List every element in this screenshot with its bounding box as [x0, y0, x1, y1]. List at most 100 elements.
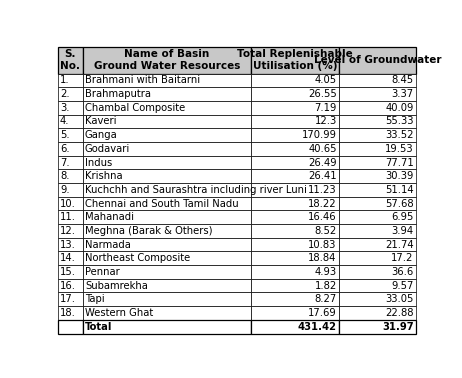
Bar	[58, 293, 83, 306]
Bar	[339, 238, 416, 251]
Text: 57.68: 57.68	[385, 198, 413, 209]
Bar	[251, 87, 339, 101]
Text: Western Ghat: Western Ghat	[85, 308, 153, 318]
Text: 33.52: 33.52	[385, 130, 413, 140]
Text: 170.99: 170.99	[302, 130, 337, 140]
Text: 4.05: 4.05	[315, 76, 337, 85]
Bar	[83, 169, 251, 183]
Text: 4.93: 4.93	[315, 267, 337, 277]
Text: Meghna (Barak & Others): Meghna (Barak & Others)	[85, 226, 213, 236]
Text: Kuchchh and Saurashtra including river Luni: Kuchchh and Saurashtra including river L…	[85, 185, 307, 195]
Text: Name of Basin
Ground Water Resources: Name of Basin Ground Water Resources	[94, 50, 240, 71]
Bar	[83, 224, 251, 238]
Text: 21.74: 21.74	[385, 240, 413, 249]
Text: 8.27: 8.27	[315, 294, 337, 304]
Bar	[83, 279, 251, 293]
Bar	[58, 224, 83, 238]
Text: 3.37: 3.37	[391, 89, 413, 99]
Bar	[83, 265, 251, 279]
Text: 8.: 8.	[60, 171, 69, 181]
Bar	[339, 156, 416, 169]
Bar	[251, 115, 339, 128]
Text: 12.3: 12.3	[315, 116, 337, 127]
Text: 7.19: 7.19	[314, 103, 337, 113]
Bar	[251, 183, 339, 197]
Text: Indus: Indus	[85, 158, 112, 167]
Bar	[251, 251, 339, 265]
Text: S.
No.: S. No.	[60, 50, 80, 71]
Bar	[58, 169, 83, 183]
Bar	[58, 115, 83, 128]
Text: Narmada: Narmada	[85, 240, 131, 249]
Bar	[58, 101, 83, 115]
Bar	[251, 238, 339, 251]
Text: Chambal Composite: Chambal Composite	[85, 103, 185, 113]
Bar	[339, 142, 416, 156]
Bar	[58, 211, 83, 224]
Bar	[58, 183, 83, 197]
Text: 26.55: 26.55	[308, 89, 337, 99]
Text: 431.42: 431.42	[298, 322, 337, 332]
Bar	[83, 183, 251, 197]
Bar	[58, 156, 83, 169]
Text: Tapi: Tapi	[85, 294, 104, 304]
Text: 8.45: 8.45	[391, 76, 413, 85]
Bar	[339, 183, 416, 197]
Text: 18.84: 18.84	[308, 253, 337, 263]
Bar	[251, 279, 339, 293]
Text: 10.: 10.	[60, 198, 76, 209]
Bar	[251, 156, 339, 169]
Text: 18.22: 18.22	[308, 198, 337, 209]
Bar	[339, 74, 416, 87]
Text: Ganga: Ganga	[85, 130, 118, 140]
Bar	[83, 115, 251, 128]
Text: 22.88: 22.88	[385, 308, 413, 318]
Text: 15.: 15.	[60, 267, 76, 277]
Bar	[251, 265, 339, 279]
Bar	[251, 169, 339, 183]
Bar	[339, 169, 416, 183]
Bar	[251, 74, 339, 87]
Bar	[251, 142, 339, 156]
Text: 17.: 17.	[60, 294, 76, 304]
Bar	[58, 251, 83, 265]
Bar	[339, 211, 416, 224]
Text: 19.53: 19.53	[385, 144, 413, 154]
Text: Northeast Composite: Northeast Composite	[85, 253, 190, 263]
Bar	[251, 224, 339, 238]
Text: Subamrekha: Subamrekha	[85, 280, 148, 291]
Text: 1.: 1.	[60, 76, 69, 85]
Bar	[83, 47, 251, 74]
Text: 12.: 12.	[60, 226, 76, 236]
Bar	[58, 238, 83, 251]
Bar	[339, 306, 416, 320]
Bar	[58, 128, 83, 142]
Bar	[83, 293, 251, 306]
Bar	[83, 128, 251, 142]
Bar	[339, 47, 416, 74]
Bar	[251, 101, 339, 115]
Text: Godavari: Godavari	[85, 144, 130, 154]
Text: Chennai and South Tamil Nadu: Chennai and South Tamil Nadu	[85, 198, 238, 209]
Bar	[83, 74, 251, 87]
Bar	[83, 251, 251, 265]
Text: 16.46: 16.46	[308, 212, 337, 222]
Text: 17.69: 17.69	[308, 308, 337, 318]
Bar	[251, 128, 339, 142]
Bar	[83, 142, 251, 156]
Bar	[339, 251, 416, 265]
Bar	[251, 47, 339, 74]
Text: Pennar: Pennar	[85, 267, 120, 277]
Bar	[339, 265, 416, 279]
Text: 17.2: 17.2	[391, 253, 413, 263]
Text: 33.05: 33.05	[385, 294, 413, 304]
Text: 3.94: 3.94	[391, 226, 413, 236]
Text: 36.6: 36.6	[391, 267, 413, 277]
Bar	[339, 87, 416, 101]
Text: 5.: 5.	[60, 130, 69, 140]
Text: 11.: 11.	[60, 212, 76, 222]
Bar	[251, 197, 339, 211]
Text: Total: Total	[85, 322, 112, 332]
Text: Krishna: Krishna	[85, 171, 122, 181]
Text: 9.: 9.	[60, 185, 69, 195]
